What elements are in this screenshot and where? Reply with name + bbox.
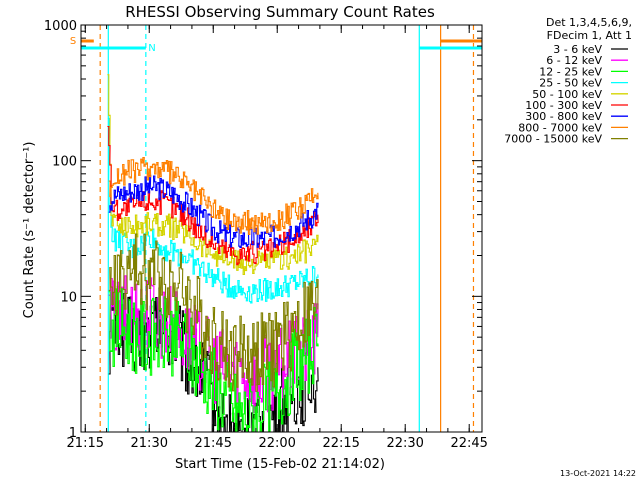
y-tick-label-1: 10 (60, 290, 77, 305)
legend-label-8: 7000 - 15000 keV (504, 133, 602, 146)
y-tick-label-3: 1000 (44, 19, 77, 34)
series-line-6 (108, 174, 319, 249)
chart-title: RHESSI Observing Summary Count Rates (125, 3, 435, 21)
x-tick-label-2: 21:45 (195, 436, 232, 451)
legend-label-4: 50 - 100 keV (532, 88, 602, 101)
plot-frame (80, 24, 483, 433)
x-tick-label-4: 22:15 (322, 436, 359, 451)
y-tick-label-2: 100 (52, 155, 77, 170)
x-tick-label-3: 22:00 (258, 436, 295, 451)
legend-label-1: 6 - 12 keV (546, 54, 602, 67)
flag-marker-s: S (70, 36, 76, 47)
legend-label-0: 3 - 6 keV (553, 43, 602, 56)
ticks-layer: 21:15 21:30 21:45 22:00 22:15 22:30 22:45 1 10 10… (44, 19, 488, 451)
series-line-2 (108, 288, 319, 433)
legend-label-6: 300 - 800 keV (525, 110, 602, 123)
series-line-4 (107, 74, 319, 276)
timestamp: 13-Oct-2021 14:22 (560, 469, 636, 478)
legend-label-5: 100 - 300 keV (525, 99, 602, 112)
x-tick-label-1: 21:30 (131, 436, 168, 451)
series-line-8 (108, 233, 319, 392)
legend-header-line-1: Det 1,3,4,5,6,9, (546, 16, 632, 29)
flag-marker-n: N (148, 43, 155, 54)
legend-header-line-2: FDecim 1, Att 1 (547, 29, 632, 42)
x-tick-label-6: 22:45 (450, 436, 487, 451)
x-axis-label: Start Time (15-Feb-02 21:14:02) (175, 457, 385, 472)
series-line-7 (108, 156, 319, 236)
y-tick-label-0: 1 (69, 426, 77, 441)
legend-label-3: 25 - 50 keV (539, 77, 602, 90)
x-tick-label-5: 22:30 (386, 436, 423, 451)
legend-label-7: 800 - 7000 keV (518, 121, 602, 134)
y-axis-label: Count Rate (s⁻¹ detector⁻¹) (22, 142, 37, 319)
legend-label-2: 12 - 25 keV (539, 65, 602, 78)
x-tick-label-0: 21:15 (67, 436, 104, 451)
flags-layer: SN (70, 25, 482, 432)
series-line-3 (107, 117, 319, 304)
